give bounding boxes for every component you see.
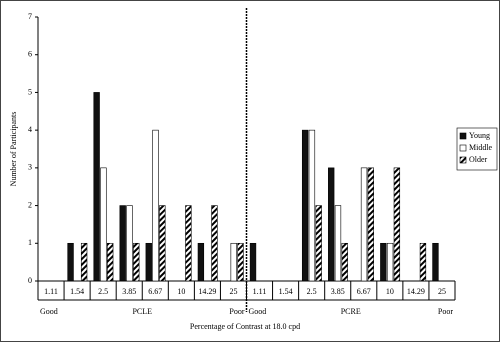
bar (145, 242, 152, 282)
bar (80, 242, 88, 282)
x-tick-label: 3.85 (122, 287, 136, 296)
y-tick-label: 1 (28, 238, 32, 247)
bar (159, 205, 166, 282)
legend-label: Middle (469, 143, 493, 152)
bar (380, 242, 387, 282)
x-tick-label: 14.29 (198, 287, 216, 296)
group-label: PCLE (132, 307, 152, 316)
x-tick-label: 6.67 (357, 287, 371, 296)
bar (360, 167, 368, 282)
x-tick-label: 25 (229, 287, 237, 296)
group-right-label: Poor (438, 307, 453, 316)
x-axis-title: Percentage of Contrast at 18.0 cpd (190, 322, 300, 331)
y-tick-label: 0 (28, 276, 32, 285)
y-tick-label: 7 (28, 12, 32, 21)
bar (301, 129, 309, 282)
bar (197, 242, 205, 282)
bar (249, 242, 257, 282)
x-tick-label: 6.67 (148, 287, 162, 296)
bar (393, 167, 401, 282)
x-tick-label: 10 (386, 287, 394, 296)
x-tick-label: 2.5 (307, 287, 317, 296)
bar (107, 242, 114, 282)
x-tick-label: 2.5 (98, 287, 108, 296)
x-tick-label: 25 (438, 287, 446, 296)
group-label: PCRE (341, 307, 361, 316)
x-tick-label: 1.11 (253, 287, 267, 296)
bar (308, 129, 316, 282)
bar (341, 242, 348, 282)
legend-swatch (459, 132, 467, 140)
bar (432, 242, 439, 282)
legend-swatch (459, 156, 467, 164)
bar (386, 242, 394, 282)
bar (185, 205, 192, 282)
bar (100, 167, 107, 282)
bar (93, 92, 100, 282)
bar (328, 167, 335, 282)
bar (152, 129, 159, 282)
bar (133, 242, 140, 282)
bar (119, 205, 126, 282)
group-left-label: Good (40, 307, 58, 316)
legend-label: Young (469, 131, 490, 140)
group-right-label: Poor (229, 307, 244, 316)
legend-label: Older (469, 155, 488, 164)
bar (67, 242, 74, 282)
bar (230, 242, 237, 282)
bar (237, 242, 244, 282)
legend-swatch (459, 144, 467, 152)
bar (211, 205, 218, 282)
x-tick-label: 14.29 (407, 287, 425, 296)
y-tick-label: 5 (28, 87, 32, 96)
bar (367, 167, 374, 282)
y-tick-label: 3 (28, 163, 32, 172)
y-tick-label: 4 (28, 125, 32, 134)
bar (334, 205, 342, 282)
y-tick-label: 2 (28, 200, 32, 209)
bar (126, 205, 133, 282)
bar (419, 242, 427, 282)
x-tick-label: 3.85 (331, 287, 345, 296)
bar (315, 205, 322, 282)
x-tick-label: 10 (177, 287, 185, 296)
x-tick-label: 1.54 (279, 287, 293, 296)
y-axis-title: Number of Participants (9, 112, 18, 187)
y-tick-label: 6 (28, 50, 32, 59)
x-tick-label: 1.54 (70, 287, 84, 296)
group-left-label: Good (249, 307, 267, 316)
x-tick-label: 1.11 (44, 287, 58, 296)
